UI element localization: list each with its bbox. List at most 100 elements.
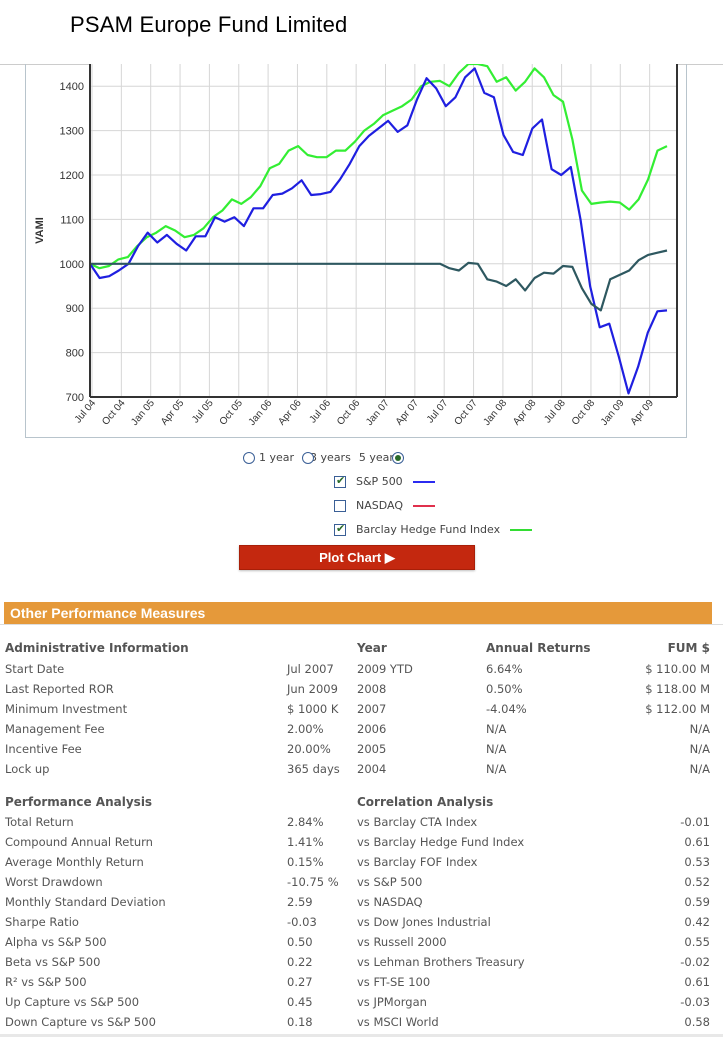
correlation-label: vs Dow Jones Industrial [357,915,491,929]
x-tick-label: Jan 06 [247,398,275,428]
correlation-label: vs NASDAQ [357,895,423,909]
performance-value: 0.45 [287,995,313,1009]
correlation-value: 0.58 [684,1015,710,1029]
correlation-label: vs S&P 500 [357,875,423,889]
chart-frame [25,64,687,438]
y-tick-label: 1100 [60,214,84,226]
range-radio-3y[interactable] [302,451,315,464]
barclay-checkbox[interactable] [334,522,346,536]
admin-label: Last Reported ROR [5,682,114,696]
x-tick-label: Apr 07 [394,398,422,428]
correlation-label: vs Lehman Brothers Treasury [357,955,525,969]
x-tick-label: Oct 08 [570,398,598,428]
admin-value: 365 days [287,762,340,776]
correlation-value: -0.02 [680,955,710,969]
annual-fum: N/A [689,762,710,776]
annual-fum: N/A [689,722,710,736]
benchmark-sp500: S&P 500 [334,474,435,488]
admin-value: 20.00% [287,742,331,756]
annual-return: N/A [486,762,507,776]
annual-return: N/A [486,742,507,756]
admin-value: Jul 2007 [287,662,334,676]
x-tick-label: Apr 09 [629,398,657,428]
correlation-heading: Correlation Analysis [357,795,494,809]
performance-label: Down Capture vs S&P 500 [5,1015,156,1029]
performance-value: -0.03 [287,915,317,929]
x-tick-label: Jan 09 [599,398,627,428]
series-line-s-p-500 [90,67,668,395]
x-tick-label: Oct 04 [100,398,128,428]
annual-return: 6.64% [486,662,523,676]
performance-label: Monthly Standard Deviation [5,895,166,909]
benchmark-label: Barclay Hedge Fund Index [356,523,501,536]
annual-year: 2008 [357,682,387,696]
series-line-fund [90,249,668,312]
performance-label: Alpha vs S&P 500 [5,935,107,949]
performance-label: Worst Drawdown [5,875,103,889]
x-tick-label: Jul 08 [542,398,568,426]
annual-year: 2006 [357,722,387,736]
performance-heading: Performance Analysis [5,795,153,809]
range-label-3y: 3 years [310,451,351,464]
x-tick-label: Oct 07 [452,398,480,428]
nasdaq-checkbox[interactable] [334,499,346,512]
range-radio-5y[interactable] [391,451,404,464]
performance-value: 0.50 [287,935,313,949]
correlation-value: -0.03 [680,995,710,1009]
annual-returns-heading: Annual Returns [486,641,591,655]
x-tick-label: Jul 07 [425,398,451,426]
annual-fum: $ 118.00 M [645,682,710,696]
admin-label: Incentive Fee [5,742,82,756]
x-tick-label: Apr 08 [511,398,539,428]
performance-label: Sharpe Ratio [5,915,79,929]
x-tick-label: Apr 05 [159,398,187,428]
performance-label: Up Capture vs S&P 500 [5,995,140,1009]
x-tick-label: Apr 06 [276,398,304,428]
year-heading: Year [357,641,387,655]
performance-label: Average Monthly Return [5,855,144,869]
performance-label: Beta vs S&P 500 [5,955,101,969]
benchmark-barclay: Barclay Hedge Fund Index [334,522,533,536]
range-radio-1y[interactable] [243,451,255,464]
correlation-value: 0.61 [684,835,710,849]
benchmark-label: S&P 500 [356,475,403,488]
correlation-label: vs Barclay FOF Index [357,855,478,869]
range-label-5y: 5 years [358,451,400,464]
x-tick-label: Oct 06 [335,398,363,428]
annual-fum: $ 112.00 M [645,702,710,716]
x-tick-label: Jan 05 [129,398,157,428]
page-title: PSAM Europe Fund Limited [70,12,348,37]
correlation-value: 0.42 [684,915,710,929]
y-tick-label: 800 [66,348,84,360]
annual-year: 2005 [357,742,387,756]
performance-value: 2.59 [287,895,313,909]
correlation-value: 0.52 [684,875,710,889]
y-tick-label: 1000 [60,259,84,271]
performance-value: 2.84% [287,815,324,829]
performance-value: 1.41% [287,835,324,849]
performance-label: Compound Annual Return [5,835,153,849]
correlation-value: 0.61 [684,975,710,989]
admin-heading: Administrative Information [5,641,189,655]
bottom-border [0,1034,723,1037]
annual-year: 2007 [357,702,387,716]
x-tick-label: Jan 08 [481,398,509,428]
admin-label: Minimum Investment [5,702,128,716]
correlation-value: 0.53 [684,855,710,869]
correlation-value: -0.01 [680,815,710,829]
sp500-checkbox[interactable] [334,474,346,488]
plot-chart-button[interactable]: Plot Chart ▶ [239,545,475,570]
annual-return: 0.50% [486,682,523,696]
admin-label: Start Date [5,662,65,676]
x-tick-label: Oct 05 [218,398,246,428]
correlation-label: vs FT-SE 100 [357,975,431,989]
benchmark-label: NASDAQ [356,499,404,512]
section-divider [0,624,723,625]
admin-value: Jun 2009 [287,682,338,696]
nasdaq-swatch [413,504,436,507]
admin-value: $ 1000 K [287,702,339,716]
x-tick-label: Jan 07 [364,398,392,428]
sp500-swatch [412,480,435,483]
y-tick-label: 1400 [60,81,84,93]
